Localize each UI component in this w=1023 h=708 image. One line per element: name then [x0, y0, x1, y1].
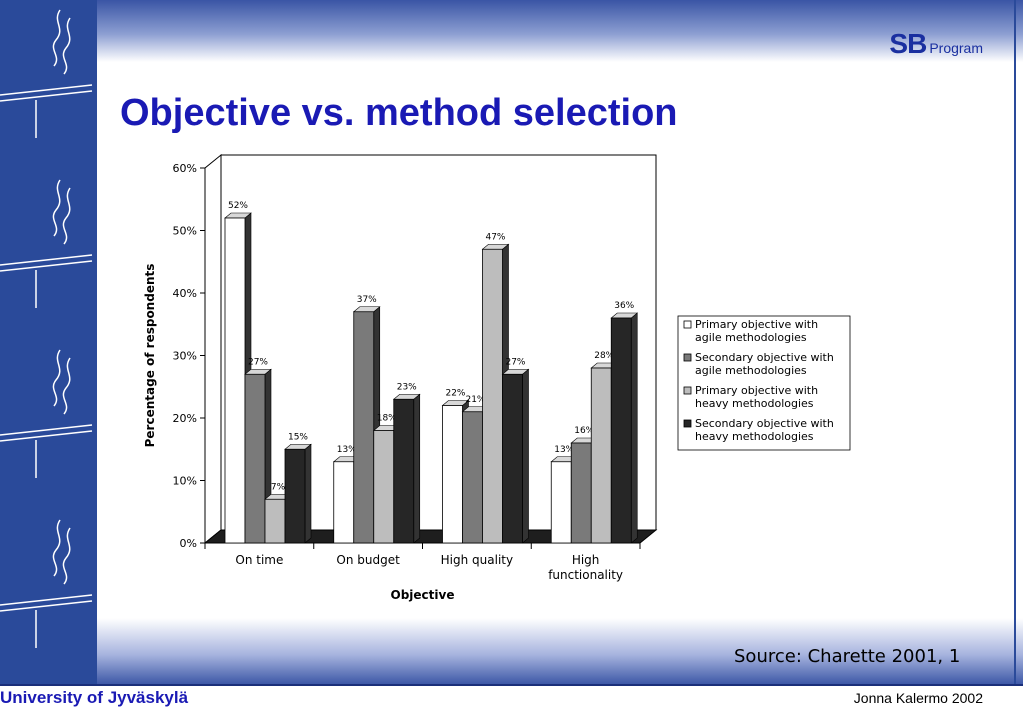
data-label: 37% — [357, 295, 377, 305]
x-tick-label: High functionality — [548, 553, 623, 582]
sidebar-decoration — [0, 9, 93, 648]
chart-side-wall — [204, 153, 222, 545]
bar-4-2 — [392, 393, 421, 544]
bar-front — [333, 461, 355, 544]
y-tick-label: 50% — [173, 225, 197, 238]
y-axis: 0% 10% 20% 30% 40% 50% 60% — [173, 162, 206, 550]
stylized-flame-torch-icon — [0, 9, 93, 138]
footer-band — [97, 618, 1023, 685]
data-label: 47% — [485, 232, 505, 242]
y-tick-label: 0% — [180, 537, 197, 550]
brand-sb: SB — [889, 28, 927, 59]
legend-box — [677, 315, 851, 451]
bar-front — [224, 217, 246, 544]
right-border — [1014, 0, 1016, 685]
bars: 52%27%7%15%13%37%18%23%22%21%47%27%13%16… — [224, 201, 639, 544]
legend-label-line: Primary objective with — [695, 318, 818, 331]
data-label: 7% — [271, 482, 286, 492]
x-tick-label: High quality — [441, 553, 513, 567]
data-label: 13% — [337, 445, 357, 455]
x-tick-label-line: High — [572, 553, 600, 567]
bar-front — [502, 373, 523, 544]
legend-swatch — [683, 419, 692, 428]
legend: Primary objective with agile methodologie… — [677, 315, 851, 451]
data-label: 21% — [465, 395, 485, 405]
university-name: University of Jyväskylä — [0, 688, 189, 707]
data-label: 36% — [614, 301, 634, 311]
data-label: 28% — [594, 351, 614, 361]
data-label: 18% — [377, 414, 397, 424]
legend-label: Primary objective with agile methodologie… — [695, 318, 818, 344]
bar-front — [353, 311, 375, 544]
legend-label-line: heavy methodologies — [695, 397, 814, 410]
bar-4-1 — [284, 443, 312, 544]
legend-label: Secondary objective with heavy methodolog… — [695, 417, 834, 443]
y-tick-label: 20% — [173, 412, 197, 425]
bar-side — [630, 312, 638, 544]
legend-swatch — [683, 320, 692, 329]
bar-front — [462, 411, 483, 544]
bar-side — [522, 368, 529, 544]
bar-4-3 — [501, 368, 530, 544]
data-label: 15% — [288, 432, 308, 442]
data-label: 52% — [228, 201, 248, 211]
header-band — [97, 0, 1023, 62]
legend-label-line: Primary objective with — [695, 384, 818, 397]
x-tick-label-line: On budget — [336, 553, 400, 567]
x-tick-label: On budget — [336, 553, 400, 567]
bar-side — [304, 443, 312, 544]
data-label: 23% — [397, 382, 417, 392]
bar-front — [610, 317, 632, 544]
legend-swatch — [683, 353, 692, 362]
brand-program: Program — [929, 40, 983, 56]
bar-front — [570, 442, 592, 544]
x-tick-label-line: functionality — [548, 568, 623, 582]
stylized-flame-torch-icon — [0, 179, 93, 308]
stylized-flame-torch-icon — [0, 349, 93, 478]
stylized-flame-torch-icon — [0, 519, 93, 648]
x-tick-label-line: On time — [235, 553, 283, 567]
author-credit: Jonna Kalermo 2002 — [853, 690, 983, 706]
y-axis-label: Percentage of respondents — [143, 264, 157, 448]
x-axis-label: Objective — [391, 588, 455, 602]
legend-label-line: agile methodologies — [695, 364, 807, 377]
x-axis: On time On budget High quality High function… — [204, 542, 641, 582]
x-tick-label-line: High quality — [441, 553, 513, 567]
legend-label-line: heavy methodologies — [695, 430, 814, 443]
legend-swatch — [683, 386, 692, 395]
x-tick-label: On time — [235, 553, 283, 567]
legend-label-line: Secondary objective with — [695, 417, 834, 430]
bar-front — [550, 461, 572, 544]
bar-front — [590, 367, 612, 544]
brand-logo: SB Program — [889, 28, 983, 60]
y-tick-label: 60% — [173, 162, 197, 175]
y-tick-label: 10% — [173, 475, 197, 488]
data-label: 16% — [574, 426, 594, 436]
data-label: 22% — [445, 389, 465, 399]
bar-front — [244, 373, 266, 544]
data-label: 27% — [505, 357, 525, 367]
bar-chart: 0% 10% 20% 30% 40% 50% 60% Percentage of respon… — [143, 153, 851, 602]
bottom-border — [0, 684, 1023, 686]
bar-4-4 — [610, 312, 639, 544]
legend-label-line: agile methodologies — [695, 331, 807, 344]
bar-front — [264, 498, 286, 544]
data-label: 13% — [554, 445, 574, 455]
bar-front — [284, 448, 306, 544]
bar-front — [373, 430, 395, 544]
slide-title: Objective vs. method selection — [120, 92, 678, 134]
bar-front — [442, 405, 463, 544]
sidebar-band — [0, 0, 97, 685]
data-label: 27% — [248, 357, 268, 367]
bar-front — [393, 398, 415, 544]
legend-label: Primary objective with heavy methodologie… — [695, 384, 818, 410]
source-citation: Source: Charette 2001, 1 — [734, 646, 961, 667]
legend-label-line: Secondary objective with — [695, 351, 834, 364]
legend-label: Secondary objective with agile methodolog… — [695, 351, 834, 377]
y-tick-label: 30% — [173, 350, 197, 363]
bar-side — [413, 393, 421, 544]
y-tick-label: 40% — [173, 287, 197, 300]
bar-front — [482, 248, 503, 544]
